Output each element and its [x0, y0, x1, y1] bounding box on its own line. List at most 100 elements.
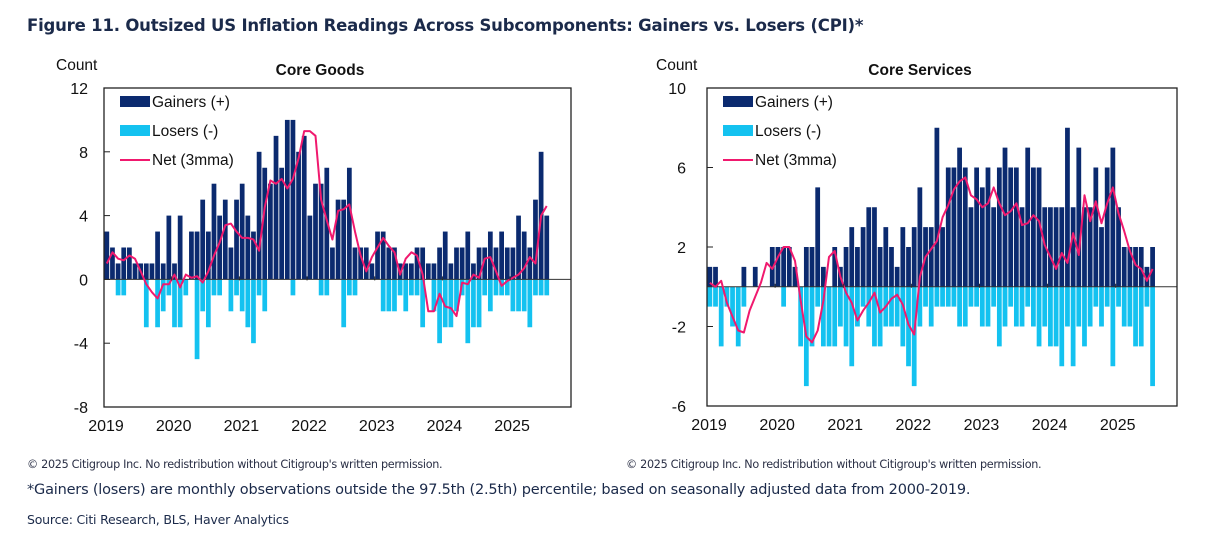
losers-bar: [866, 286, 872, 327]
gainers-bar: [934, 127, 940, 287]
losers-bar: [533, 279, 538, 296]
gainers-bar: [341, 199, 347, 280]
losers-bar: [211, 279, 217, 296]
x-tick-label: 2021: [827, 417, 863, 434]
losers-bar: [968, 286, 974, 307]
losers-bar: [1076, 286, 1082, 327]
losers-bar: [205, 279, 211, 328]
gainers-bar: [889, 247, 894, 287]
x-tick-label: 2021: [224, 418, 260, 435]
losers-bar: [889, 286, 894, 327]
losers-bar: [482, 279, 488, 296]
y-tick-label: 2: [677, 240, 686, 257]
gainers-bar: [273, 135, 279, 280]
losers-bar: [245, 279, 251, 328]
losers-bar: [1065, 286, 1070, 327]
gainers-bar: [752, 266, 758, 287]
losers-bar: [1070, 286, 1076, 367]
gainers-bar: [1144, 266, 1150, 287]
y-tick-label: 8: [79, 145, 88, 162]
gainers-bar: [375, 231, 380, 280]
gainers-bar: [143, 263, 149, 280]
losers-bar: [1036, 286, 1042, 347]
gainers-bar: [392, 247, 397, 280]
gainers-bar: [414, 247, 420, 280]
gainers-bar: [1133, 247, 1138, 287]
gainers-bar: [843, 247, 849, 287]
losers-bar: [527, 279, 533, 328]
gainers-bar: [166, 215, 172, 280]
y-tick-label: 10: [668, 81, 686, 98]
source-note: Source: Citi Research, BLS, Haver Analyt…: [27, 512, 289, 527]
losers-bar: [1121, 286, 1127, 327]
gainers-bar: [1013, 167, 1019, 287]
losers-bar: [516, 279, 521, 312]
footnote: *Gainers (losers) are monthly observatio…: [27, 482, 971, 498]
gainers-bar: [307, 215, 313, 280]
gainers-bar: [1116, 207, 1121, 287]
gainers-bar: [296, 151, 301, 280]
losers-bar: [911, 286, 917, 387]
losers-bar: [341, 279, 347, 328]
losers-bar: [860, 286, 866, 307]
gainers-bar: [951, 167, 957, 287]
gainers-bar: [369, 263, 375, 280]
y-axis-label: Count: [56, 57, 98, 74]
gainers-bar: [1150, 247, 1155, 287]
losers-bar: [397, 279, 403, 296]
legend-swatch-gainers: [120, 96, 150, 107]
gainers-bar: [284, 119, 290, 280]
gainers-bar: [1019, 207, 1025, 287]
losers-bar: [815, 286, 821, 307]
gainers-bar: [177, 215, 183, 280]
x-tick-label: 2020: [759, 417, 795, 434]
losers-bar: [414, 279, 420, 296]
losers-bar: [521, 279, 527, 312]
x-tick-label: 2022: [896, 417, 932, 434]
losers-bar: [923, 286, 928, 307]
gainers-bar: [1082, 207, 1087, 287]
gainers-bar: [245, 215, 251, 280]
figure-title: Figure 11. Outsized US Inflation Reading…: [27, 16, 864, 35]
losers-bar: [843, 286, 849, 347]
gainers-bar: [832, 247, 838, 287]
panel-title: Core Goods: [276, 62, 365, 79]
losers-bar: [409, 279, 414, 296]
losers-bar: [454, 279, 459, 312]
losers-bar: [735, 286, 741, 347]
gainers-bar: [991, 207, 997, 287]
gainers-bar: [222, 199, 228, 280]
gainers-bar: [979, 187, 985, 287]
gainers-bar: [974, 167, 980, 287]
gainers-bar: [127, 247, 132, 280]
gainers-bar: [1048, 207, 1053, 287]
gainers-bar: [1002, 147, 1008, 287]
gainers-bar: [1099, 227, 1104, 287]
gainers-bar: [132, 263, 138, 280]
gainers-bar: [437, 247, 442, 280]
x-tick-label: 2022: [291, 418, 327, 435]
losers-bar: [1013, 286, 1019, 327]
losers-bar: [160, 279, 166, 312]
gainers-bar: [809, 247, 815, 287]
losers-bar: [1042, 286, 1048, 327]
gainers-bar: [968, 207, 974, 287]
gainers-bar: [104, 231, 110, 280]
core-services-chart: Count Core Services 10 6 2 -2 -6 2019 2020 2021 20…: [656, 57, 1178, 434]
losers-bar: [194, 279, 200, 360]
gainers-bar: [872, 207, 877, 287]
copyright-left: © 2025 Citigroup Inc. No redistribution …: [27, 458, 443, 471]
losers-bar: [934, 286, 940, 307]
losers-bar: [724, 286, 730, 307]
y-tick-label: -4: [74, 336, 88, 353]
losers-bar: [217, 279, 222, 296]
gainers-bar: [256, 151, 262, 280]
gainers-bar: [279, 167, 285, 280]
losers-bar: [538, 279, 544, 296]
gainers-bar: [442, 231, 448, 280]
x-tick-label: 2019: [88, 418, 124, 435]
losers-bar: [826, 286, 832, 347]
losers-bar: [1138, 286, 1144, 347]
losers-bar: [877, 286, 883, 347]
